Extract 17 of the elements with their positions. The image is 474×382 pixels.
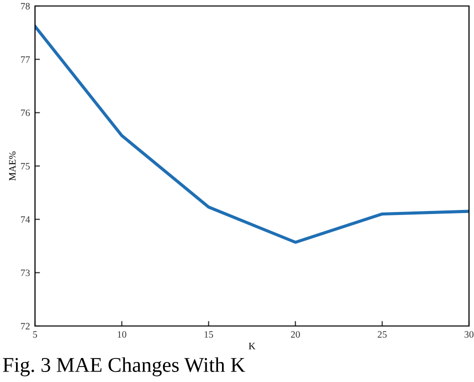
y-tick-label: 76 <box>21 110 30 116</box>
y-tick-label: 72 <box>21 322 30 330</box>
caption: Fig. 3 MAE Changes With K <box>2 357 246 376</box>
y-tick-label: 75 <box>21 163 30 170</box>
y-tick-label: 73 <box>21 270 30 276</box>
x-axis-title: K <box>248 342 256 350</box>
x-tick-label: 5 <box>33 331 38 338</box>
x-tick-label: 20 <box>290 331 300 338</box>
y-axis-title: MAE% <box>9 151 16 181</box>
x-tick-label: 30 <box>464 331 474 338</box>
y-tick-label: 74 <box>21 216 30 223</box>
x-tick-label: 10 <box>118 331 126 338</box>
y-tick-label: 78 <box>21 2 30 10</box>
x-tick-label: 15 <box>204 331 214 338</box>
line-series <box>35 24 469 244</box>
x-tick-label: 25 <box>378 331 387 338</box>
y-tick-label: 77 <box>21 56 30 63</box>
